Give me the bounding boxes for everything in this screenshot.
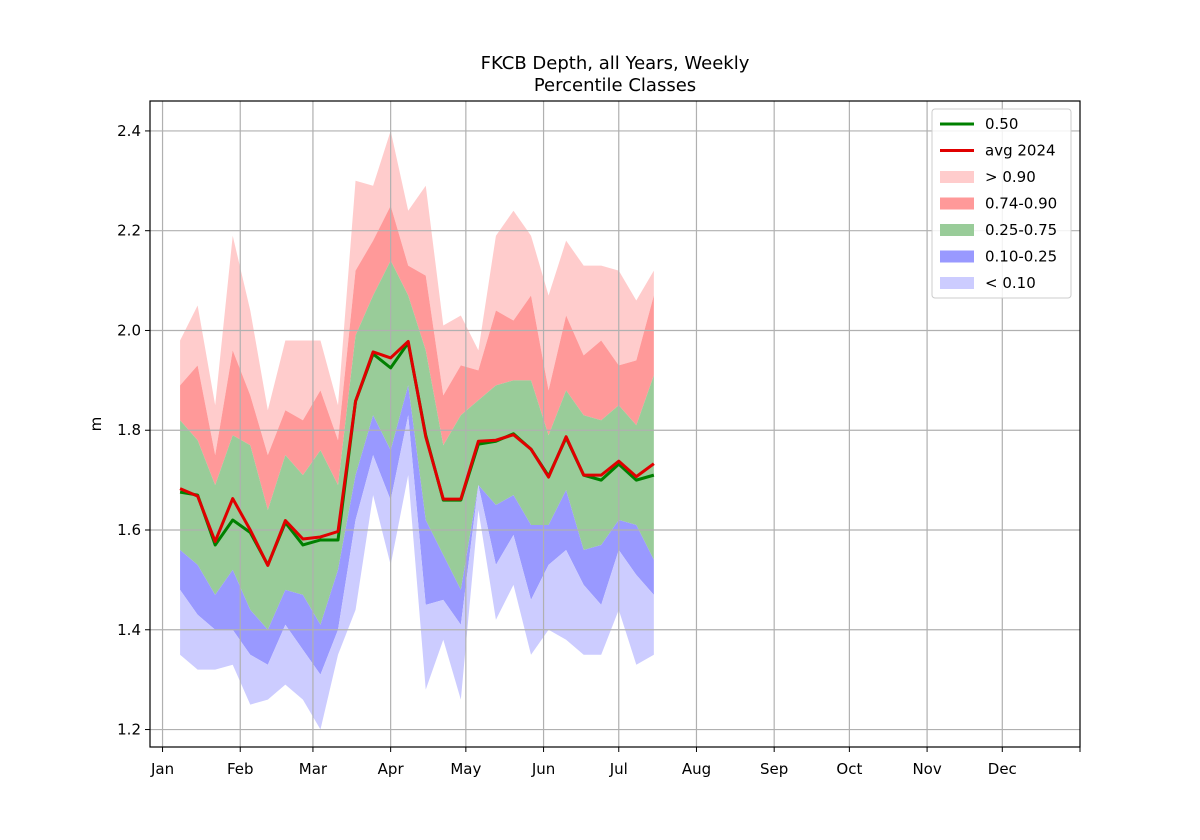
legend-label-band-0: > 0.90 (985, 168, 1036, 186)
band-4 (180, 415, 654, 730)
x-tick-label-10: Nov (912, 760, 941, 778)
legend-swatch-0 (940, 171, 974, 183)
legend-swatch-3 (940, 250, 974, 263)
x-tick-label-8: Sep (760, 760, 788, 778)
x-tick-label-6: Jul (609, 760, 628, 778)
x-tick-label-11: Dec (988, 760, 1017, 778)
y-tick-label-1: 1.4 (117, 621, 141, 639)
x-tick-label-0: Jan (150, 760, 174, 778)
x-tick-label-9: Oct (836, 760, 862, 778)
band-0 (180, 130, 654, 456)
y-tick-label-3: 1.8 (117, 421, 141, 439)
band-1 (180, 205, 654, 511)
x-tick-label-2: Mar (299, 760, 328, 778)
band-3 (180, 385, 654, 675)
x-tick-label-7: Aug (682, 760, 711, 778)
y-tick-label-4: 2.0 (117, 321, 141, 339)
legend-swatch-4 (940, 277, 974, 289)
y-tick-label-0: 1.2 (117, 721, 141, 739)
y-tick-label-6: 2.4 (117, 122, 141, 140)
legend-label-series-0: 0.50 (985, 115, 1018, 133)
x-tick-label-3: Apr (378, 760, 405, 778)
legend-label-series-1: avg 2024 (985, 142, 1056, 160)
legend-swatch-2 (940, 224, 974, 236)
legend-swatch-1 (940, 197, 974, 210)
y-tick-label-2: 1.6 (117, 521, 141, 539)
x-tick-label-1: Feb (227, 760, 254, 778)
plot-frame (149, 100, 1081, 748)
chart-subtitle: Percentile Classes (534, 75, 696, 96)
legend-label-band-4: < 0.10 (985, 274, 1036, 292)
legend-label-band-3: 0.10-0.25 (985, 248, 1057, 266)
y-tick-label-5: 2.2 (117, 222, 141, 240)
x-tick-label-4: May (450, 760, 481, 778)
y-axis-label: m (87, 417, 105, 432)
chart-title: FKCB Depth, all Years, Weekly (481, 53, 750, 74)
legend-label-band-2: 0.25-0.75 (985, 221, 1057, 239)
series-line-1 (179, 339, 655, 567)
legend-label-band-1: 0.74-0.90 (985, 195, 1057, 213)
x-tick-label-5: Jun (531, 760, 555, 778)
